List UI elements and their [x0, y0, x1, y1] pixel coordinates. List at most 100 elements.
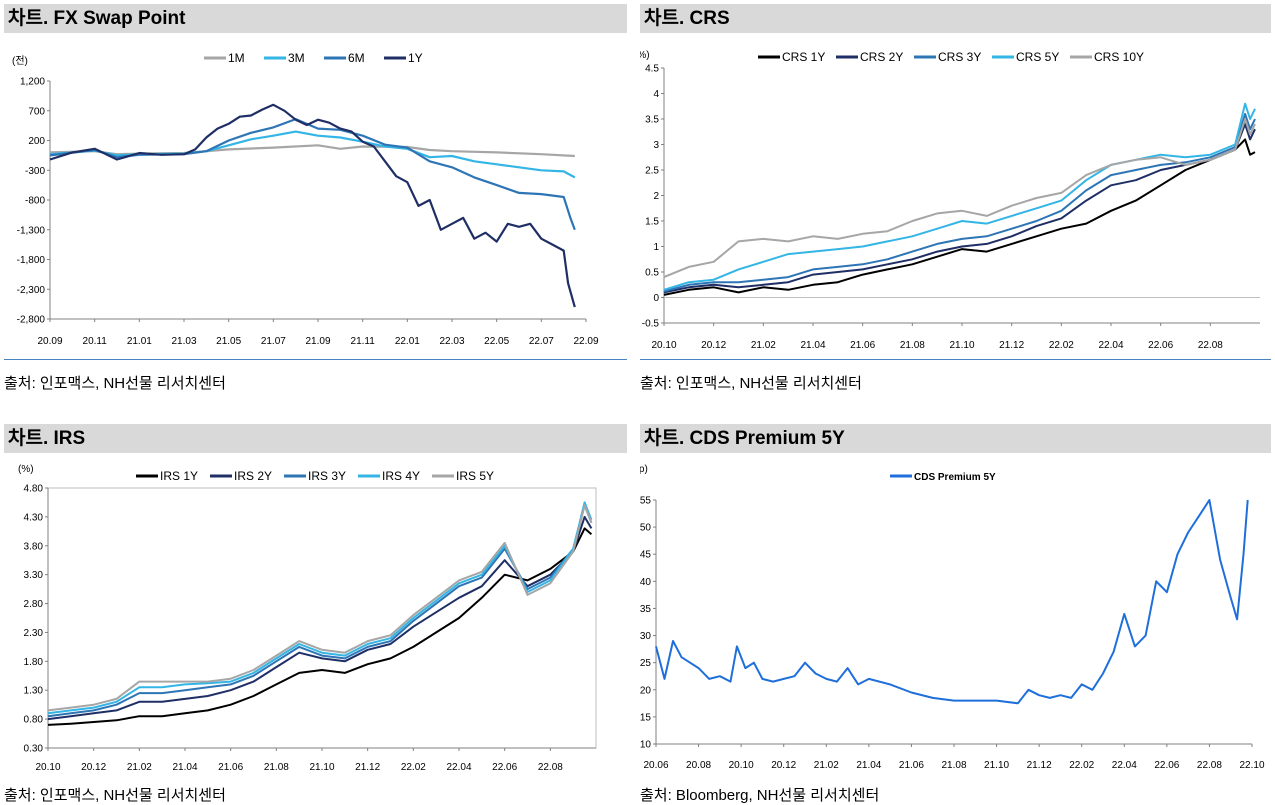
cds-x-tick-label: 20.08 [686, 760, 711, 771]
fx-x-tick-label: 22.01 [395, 336, 420, 347]
cds-y-tick-label: 50 [640, 523, 651, 534]
irs-y-tick-label: 3.30 [24, 570, 44, 581]
irs-legend-label-4: IRS 5Y [456, 469, 494, 483]
crs-x-tick-label: 21.04 [800, 340, 825, 351]
irs-x-tick-label: 22.06 [492, 762, 517, 773]
irs-y-tick-label: 1.30 [24, 686, 44, 697]
cds-y-tick-label: 30 [640, 631, 651, 642]
crs-x-tick-label: 22.02 [1049, 340, 1074, 351]
crs-series-line-1 [663, 123, 1256, 294]
crs-y-tick-label: 2 [653, 191, 659, 202]
irs-x-tick-label: 22.02 [401, 762, 426, 773]
cds-series-line-0 [655, 499, 1249, 705]
crs-series-line-2 [663, 112, 1256, 293]
irs-plot-frame [47, 487, 597, 749]
fx-x-tick-label: 21.03 [171, 336, 196, 347]
cds-x-tick-label: 21.12 [1027, 760, 1052, 771]
fx-legend-label-0: 1M [228, 51, 245, 65]
cds-y-tick-label: 10 [640, 740, 651, 751]
fx-swap-divider [4, 359, 627, 360]
irs-legend-label-2: IRS 3Y [308, 469, 346, 483]
irs-series-line-0 [47, 527, 593, 726]
cds-source: 출처: Bloomberg, NH선물 리서치센터 [640, 787, 880, 804]
cds-y-tick-label: 45 [640, 550, 651, 561]
cds-chart: (bp) 55 50 45 40 35 30 25 20 15 10 20.06 20.08 20.10 2… [640, 464, 1265, 771]
crs-legend-label-0: CRS 1Y [782, 50, 825, 64]
irs-x-tick-label: 21.12 [355, 762, 380, 773]
fx-x-tick-label: 20.11 [83, 336, 108, 347]
irs-x-tick-label: 22.04 [446, 762, 471, 773]
irs-legend-label-3: IRS 4Y [382, 469, 420, 483]
irs-x-tick-label: 21.02 [127, 762, 152, 773]
crs-legend-label-2: CRS 3Y [938, 50, 981, 64]
cds-x-tick-label: 21.10 [984, 760, 1009, 771]
crs-legend-label-3: CRS 5Y [1016, 50, 1059, 64]
fx-unit-label: (전) [12, 55, 28, 67]
crs-x-tick-label: 22.04 [1098, 340, 1123, 351]
fx-x-tick-label: 21.09 [305, 336, 330, 347]
fx-x-tick-label: 21.07 [261, 336, 286, 347]
cds-y-tick-label: 15 [640, 712, 651, 723]
cds-unit-label: (bp) [640, 464, 648, 475]
crs-x-tick-label: 21.06 [850, 340, 875, 351]
crs-legend-label-4: CRS 10Y [1094, 50, 1144, 64]
crs-x-tick-label: 20.12 [701, 340, 726, 351]
fx-y-tick-label: -2,800 [17, 315, 46, 326]
irs-series-line-2 [47, 504, 593, 718]
cds-x-tick-label: 21.02 [814, 760, 839, 771]
crs-legend-label-1: CRS 2Y [860, 50, 903, 64]
fx-legend-label-2: 6M [348, 51, 365, 65]
fx-swap-title: 차트. FX Swap Point [4, 4, 627, 33]
crs-divider [640, 359, 1271, 360]
crs-x-tick-label: 22.06 [1148, 340, 1173, 351]
irs-x-tick-label: 21.06 [218, 762, 243, 773]
cds-y-tick-label: 40 [640, 577, 651, 588]
fx-y-tick-label: -800 [25, 196, 45, 207]
cds-x-tick-label: 22.08 [1197, 760, 1222, 771]
crs-x-tick-label: 22.08 [1198, 340, 1223, 351]
irs-y-tick-label: 2.80 [24, 599, 44, 610]
crs-y-tick-label: 0.5 [645, 268, 659, 279]
fx-x-tick-label: 22.07 [529, 336, 554, 347]
fx-y-tick-label: -2,300 [17, 285, 46, 296]
crs-y-tick-label: -0.5 [642, 319, 660, 330]
crs-y-tick-label: 1.5 [645, 217, 659, 228]
fx-series-line-3 [49, 103, 576, 308]
crs-x-tick-label: 21.10 [949, 340, 974, 351]
irs-x-tick-label: 20.10 [35, 762, 60, 773]
fx-x-tick-label: 21.01 [127, 336, 152, 347]
irs-series-line-4 [47, 504, 593, 712]
cds-x-tick-label: 22.10 [1239, 760, 1264, 771]
fx-y-tick-label: 1,200 [20, 77, 45, 88]
crs-title: 차트. CRS [640, 4, 1271, 33]
cds-x-tick-label: 21.08 [941, 760, 966, 771]
fx-y-tick-label: -300 [25, 166, 45, 177]
crs-series-line-4 [663, 118, 1256, 279]
irs-y-tick-label: 3.80 [24, 541, 44, 552]
fx-x-tick-label: 21.05 [216, 336, 241, 347]
fx-series-line-1 [49, 130, 576, 179]
cds-y-tick-label: 25 [640, 658, 651, 669]
irs-title: 차트. IRS [4, 424, 627, 453]
crs-source: 출처: 인포맥스, NH선물 리서치센터 [640, 375, 862, 392]
crs-x-tick-label: 21.12 [999, 340, 1024, 351]
irs-x-tick-label: 20.12 [81, 762, 106, 773]
cds-title: 차트. CDS Premium 5Y [640, 424, 1271, 453]
fx-swap-chart: (전) 1,200 700 200 -300 -800 -1,300 -1,800 -2,300… [12, 51, 599, 347]
cds-x-tick-label: 22.04 [1112, 760, 1137, 771]
crs-x-tick-label: 21.02 [751, 340, 776, 351]
fx-x-tick-label: 22.03 [439, 336, 464, 347]
cds-x-tick-label: 22.06 [1154, 760, 1179, 771]
irs-y-tick-label: 4.80 [24, 484, 44, 495]
cds-x-tick-label: 20.10 [729, 760, 754, 771]
irs-x-tick-label: 21.08 [264, 762, 289, 773]
irs-chart: (%) 4.80 4.30 3.80 3.30 2.80 2.30 1.80 1.30 0.80 0… [18, 464, 597, 773]
irs-x-tick-label: 22.08 [538, 762, 563, 773]
fx-swap-source: 출처: 인포맥스, NH선물 리서치센터 [4, 375, 226, 392]
fx-x-tick-label: 22.09 [573, 336, 598, 347]
fx-y-tick-label: -1,300 [17, 225, 46, 236]
irs-y-tick-label: 1.80 [24, 657, 44, 668]
fx-y-tick-label: 200 [28, 136, 45, 147]
irs-legend-label-0: IRS 1Y [160, 469, 198, 483]
cds-y-tick-label: 35 [640, 604, 651, 615]
